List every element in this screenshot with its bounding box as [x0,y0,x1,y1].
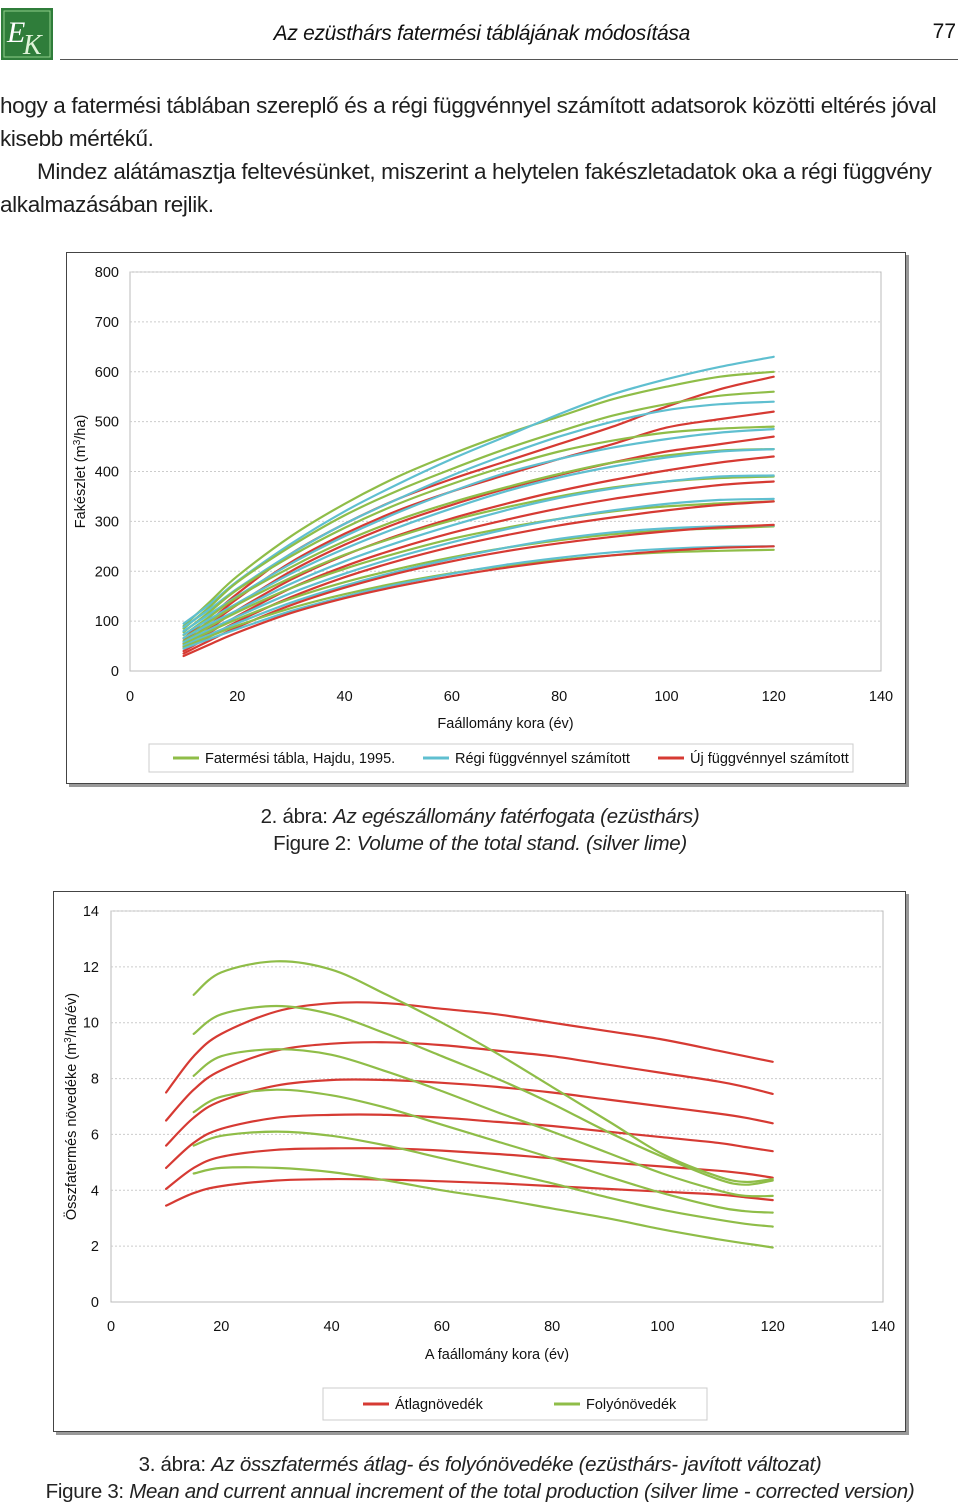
chart1-y-tick-label: 500 [95,415,119,431]
chart1-y-tick-label: 800 [95,265,119,281]
chart2-x-tick-label: 20 [213,1319,229,1335]
chart2-y-tick-label: 10 [83,1016,99,1032]
chart2-y-tick-label: 0 [91,1295,99,1311]
chart1-x-tick-label: 100 [654,689,678,705]
chart2-y-tick-label: 4 [91,1183,99,1199]
journal-logo: E K [1,8,53,61]
paragraph-1: hogy a fatermési táblában szereplő és a … [0,93,937,151]
figure-2-caption-en: Figure 2: Volume of the total stand. (si… [0,832,960,856]
chart2-series-line [165,1078,774,1147]
chart1-series-line [182,500,775,643]
figure-2-caption-en-text: Volume of the total stand. (silver lime) [356,832,687,855]
chart1-series-line [182,545,775,658]
figure-3-caption-en: Figure 3: Mean and current annual increm… [0,1480,960,1504]
chart1-x-tick-label: 60 [444,689,460,705]
chart1-legend-label: Fatermési tábla, Hajdu, 1995. [205,751,395,767]
chart2-y-tick-label: 2 [91,1239,99,1255]
chart2-series-line [165,1041,774,1122]
figure-3-caption-hu: 3. ábra: Az összfatermés átlag- és folyó… [0,1453,960,1477]
chart1-legend-label: Régi függvénnyel számított [455,751,630,767]
chart2-x-tick-label: 80 [544,1319,560,1335]
chart1-y-tick-label: 400 [95,465,119,481]
logo-image: E K [1,8,53,61]
chart1-x-tick-label: 40 [337,689,353,705]
chart1-y-tick-label: 700 [95,315,119,331]
chart2-series-line [165,1113,774,1169]
chart1-series-line [182,497,775,644]
chart1-series-line [182,375,775,640]
figure-3-caption-text: Az összfatermés átlag- és folyónövedéke … [211,1453,822,1476]
figure-3-chart: 0 2 4 6 8 10 12 14 0 20 40 60 80 100 120 140 A faállomán… [53,891,906,1432]
chart2-series-line [192,1004,774,1186]
chart1-y-tick-label: 0 [111,664,119,680]
chart2-x-tick-label: 100 [650,1319,674,1335]
page-number: 77 [932,20,956,43]
svg-text:K: K [22,30,43,60]
chart1-x-tick-label: 20 [229,689,245,705]
chart2-series-line [192,960,774,1184]
paragraph-2: Mindez alátámasztja feltevésünket, misze… [0,159,932,217]
chart2-x-tick-label: 40 [324,1319,340,1335]
chart1-legend-label: Új függvénnyel számított [690,750,849,767]
chart2-series-line [165,1147,774,1190]
chart2-x-tick-label: 140 [871,1319,895,1335]
chart2-series-line [192,1048,774,1198]
chart1-series-line [182,425,775,634]
figure-2-chart: 0 100 200 300 400 500 600 700 800 0 20 40 60 80 100 120… [66,252,906,784]
figure-2-caption-prefix: 2. ábra: [260,805,334,828]
chart1-x-tick-label: 120 [762,689,786,705]
chart2-x-tick-label: 60 [434,1319,450,1335]
chart1-y-tick-label: 300 [95,514,119,530]
figure-2-caption-text: Az egészállomány fatérfogata (ezüsthárs) [333,805,700,828]
chart2-x-tick-label: 120 [761,1319,785,1335]
chart1-series-line [182,390,775,630]
chart1-x-tick-label: 0 [126,689,134,705]
chart1-y-tick-label: 600 [95,365,119,381]
chart1-x-tick-label: 140 [869,689,893,705]
chart1-y-tick-label: 100 [95,614,119,630]
chart2-y-tick-label: 12 [83,960,99,976]
figure-3-caption-en-prefix: Figure 3: [45,1480,130,1503]
header-rule [60,59,958,60]
chart1-legend [148,743,854,773]
chart1-series-line [182,523,775,655]
figure-2-caption-en-prefix: Figure 2: [273,832,357,855]
chart1-series-line [182,524,775,647]
figure-2-svg: 0 100 200 300 400 500 600 700 800 0 20 40 60 80 100 120… [72,265,893,773]
svg-text:E: E [6,16,25,49]
chart2-x-axis-label: A faállomány kora (év) [425,1347,569,1363]
chart2-x-tick-label: 0 [107,1319,115,1335]
chart2-legend-label: Folyónövedék [586,1397,677,1413]
chart1-series-line [182,370,775,628]
chart2-series-line [165,1177,774,1207]
chart1-y-tick-label: 200 [95,564,119,580]
chart1-series-line [182,474,775,640]
chart2-series-line [192,1130,774,1228]
figure-2-caption-hu: 2. ábra: Az egészállomány fatérfogata (e… [0,805,960,829]
chart2-series-line [192,1088,774,1214]
chart1-series-line [182,525,775,646]
chart1-series-line [182,448,775,636]
chart2-series-line [192,1166,774,1249]
chart1-series-line [182,545,775,650]
chart2-legend-label: Átlagnövedék [395,1396,484,1413]
chart2-y-tick-label: 14 [83,904,99,920]
chart2-y-tick-label: 8 [91,1072,99,1088]
chart1-series-line [182,448,775,637]
figure-3-caption-prefix: 3. ábra: [138,1453,212,1476]
chart2-y-axis-label: Összfatermés növedéke (m3/ha/év) [62,993,80,1220]
chart1-x-axis-label: Faállomány kora (év) [437,716,573,732]
chart1-x-tick-label: 80 [551,689,567,705]
figure-3-caption-en-text: Mean and current annual increment of the… [129,1480,915,1503]
running-header-title: Az ezüsthárs fatermési táblájának módosí… [273,22,691,45]
chart2-series-line [165,1001,774,1094]
chart1-series-line [182,500,775,653]
chart2-y-tick-label: 6 [91,1127,99,1143]
chart1-y-axis-label: Fakészlet (m3/ha) [72,415,90,529]
